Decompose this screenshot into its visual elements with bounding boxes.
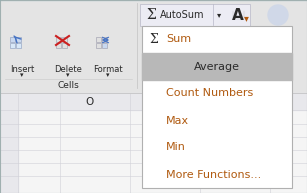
Text: Max: Max [166, 115, 189, 125]
Bar [0, 93, 307, 110]
Text: A: A [232, 8, 244, 23]
Bar [142, 26, 292, 188]
Text: ▾: ▾ [244, 13, 249, 23]
Bar [0, 93, 307, 193]
Bar [10, 37, 15, 42]
Text: ▾: ▾ [66, 72, 70, 78]
Bar [0, 0, 307, 93]
Text: Σ: Σ [146, 8, 156, 22]
Text: ▾: ▾ [217, 10, 221, 19]
Text: Sum: Sum [166, 35, 191, 45]
Bar [102, 37, 107, 42]
Text: More Functions...: More Functions... [166, 169, 261, 179]
Text: Delete: Delete [54, 65, 82, 74]
Circle shape [268, 5, 288, 25]
Bar [102, 43, 107, 48]
Bar [10, 43, 15, 48]
Bar [142, 53, 292, 80]
Bar [56, 37, 61, 42]
Text: Insert: Insert [10, 65, 34, 74]
Bar [62, 37, 67, 42]
Bar [16, 37, 21, 42]
Text: Count Numbers: Count Numbers [166, 89, 253, 98]
Bar [0, 93, 18, 193]
Bar [96, 43, 101, 48]
Text: P: P [159, 97, 165, 107]
Bar [62, 43, 67, 48]
Text: Min: Min [166, 142, 186, 152]
Text: O: O [85, 97, 93, 107]
Text: Format: Format [93, 65, 123, 74]
Text: AutoSum: AutoSum [160, 10, 204, 20]
Text: Σ: Σ [150, 33, 158, 46]
Bar [96, 37, 101, 42]
Bar [56, 43, 61, 48]
Text: ▾: ▾ [106, 72, 110, 78]
Bar [16, 43, 21, 48]
Text: ▾: ▾ [20, 72, 24, 78]
Bar [140, 4, 250, 26]
Text: Cells: Cells [57, 81, 79, 90]
Text: Average: Average [194, 62, 240, 71]
